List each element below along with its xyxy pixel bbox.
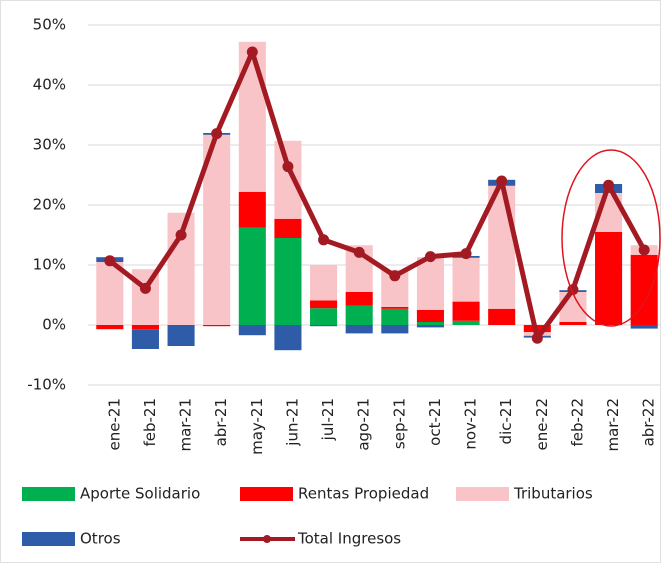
- bar-segment: [274, 140, 302, 219]
- bar-segment: [488, 308, 516, 325]
- legend-swatch: [22, 487, 75, 501]
- bar-segment: [559, 322, 587, 325]
- bar-segment: [345, 305, 373, 325]
- bar-segment: [131, 329, 159, 349]
- legend-swatch: [240, 487, 293, 501]
- x-tick-label: feb-22: [568, 398, 586, 447]
- x-tick-label: ago-21: [355, 398, 373, 451]
- y-tick-label: 40%: [33, 76, 66, 94]
- bar-segment: [238, 41, 266, 192]
- bar-segment: [630, 254, 658, 325]
- line-marker: [282, 161, 294, 173]
- y-tick-label: 30%: [33, 136, 66, 154]
- bar-segment: [310, 265, 338, 301]
- legend-label: Rentas Propiedad: [298, 485, 429, 503]
- x-tick-label: abr-22: [640, 398, 658, 446]
- line-marker: [246, 46, 258, 58]
- bar-segment: [167, 325, 195, 346]
- bar-segment: [345, 325, 373, 334]
- bar-segment: [559, 292, 587, 322]
- x-tick-label: abr-21: [212, 398, 230, 446]
- line-marker: [104, 255, 116, 267]
- bar-segment: [595, 232, 623, 325]
- bar-segment: [238, 325, 266, 336]
- line-marker: [424, 251, 436, 263]
- bar-segment: [310, 325, 338, 327]
- line-marker: [389, 270, 401, 282]
- bar-segment: [381, 307, 409, 309]
- x-tick-label: feb-21: [141, 398, 159, 447]
- bar-segment: [416, 310, 444, 322]
- y-tick-label: 0%: [42, 316, 66, 334]
- x-tick-label: jul-21: [319, 398, 337, 441]
- bar-segment: [452, 301, 480, 321]
- bar-segment: [381, 308, 409, 325]
- legend-label: Aporte Solidario: [80, 485, 200, 503]
- bar-segment: [452, 320, 480, 325]
- legend-marker: [263, 535, 271, 543]
- line-marker: [211, 128, 223, 140]
- bar-segment: [274, 218, 302, 238]
- total-line: [108, 49, 647, 341]
- legend-swatch: [456, 487, 509, 501]
- bar-segment: [452, 257, 480, 302]
- bar-segment: [630, 325, 658, 329]
- bar-segment: [274, 325, 302, 351]
- x-tick-label: mar-22: [604, 398, 622, 452]
- y-tick-label: -10%: [27, 376, 66, 394]
- y-tick-label: 10%: [33, 256, 66, 274]
- bar-segment: [345, 292, 373, 306]
- bar-segment: [96, 325, 124, 330]
- legend-swatch: [22, 532, 75, 546]
- line-marker: [496, 175, 508, 187]
- x-tick-label: sep-21: [390, 398, 408, 449]
- x-tick-label: ene-22: [533, 398, 551, 450]
- bar-segment: [238, 191, 266, 228]
- bar-segment: [310, 300, 338, 309]
- line-marker: [460, 248, 472, 260]
- x-tick-label: ene-21: [105, 398, 123, 450]
- line-marker: [603, 179, 615, 191]
- bar-segment: [131, 325, 159, 330]
- bar-segment: [96, 262, 124, 325]
- line-marker: [318, 234, 330, 246]
- bar-segment: [488, 185, 516, 309]
- line-marker: [531, 332, 543, 344]
- bar-segment: [416, 325, 444, 328]
- x-tick-label: mar-21: [177, 398, 195, 452]
- bar-segment: [238, 227, 266, 325]
- line-marker: [139, 282, 151, 294]
- bar-segment: [416, 257, 444, 310]
- legend-label: Otros: [80, 530, 121, 548]
- bar-segment: [416, 322, 444, 325]
- bar-segment: [310, 308, 338, 325]
- y-tick-label: 20%: [33, 196, 66, 214]
- x-tick-label: oct-21: [426, 398, 444, 446]
- bar-segment: [274, 238, 302, 325]
- y-tick-label: 50%: [33, 16, 66, 34]
- legend-label: Total Ingresos: [297, 530, 401, 548]
- x-tick-label: nov-21: [462, 398, 480, 450]
- highlight-ellipse: [561, 149, 661, 327]
- bar-segment: [381, 325, 409, 334]
- legend-label: Tributarios: [513, 485, 593, 503]
- x-tick-label: dic-21: [497, 398, 515, 444]
- line-marker: [638, 244, 650, 256]
- bar-segment: [203, 325, 231, 327]
- x-tick-label: jun-21: [283, 398, 301, 447]
- x-tick-label: may-21: [248, 398, 266, 455]
- line-marker: [175, 229, 187, 241]
- line-marker: [353, 246, 365, 258]
